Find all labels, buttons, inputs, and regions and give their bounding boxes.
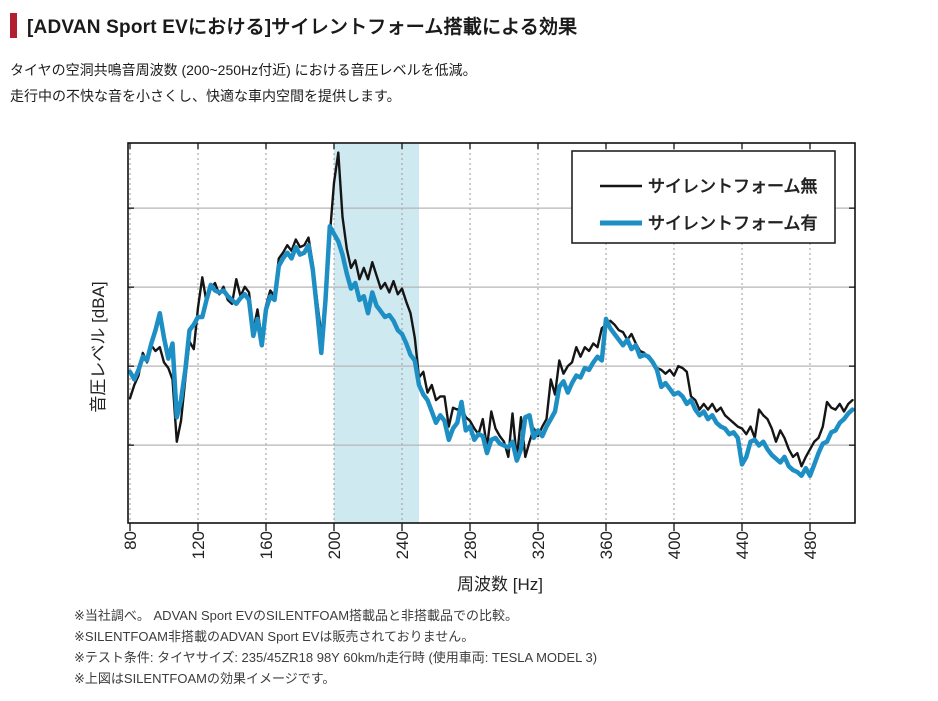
legend-entry-label: サイレントフォーム無	[648, 176, 818, 196]
legend-entry-label: サイレントフォーム有	[648, 213, 818, 233]
x-tick-label: 120	[189, 531, 208, 559]
footnote-3: ※テスト条件: タイヤサイズ: 235/45ZR18 98Y 60km/h走行時…	[74, 650, 598, 665]
title-accent-bar	[10, 13, 17, 38]
series-line-with-silentfoam	[128, 224, 855, 479]
footnote-4: ※上図はSILENTFOAMの効果イメージです。	[74, 671, 336, 686]
footnote-2: ※SILENTFOAM非搭載のADVAN Sport EVは販売されておりません…	[74, 629, 475, 644]
x-tick-label: 400	[665, 531, 684, 559]
resonance-highlight-band	[334, 144, 419, 523]
x-tick-label: 160	[257, 531, 276, 559]
series-group	[128, 151, 855, 479]
footnote-1: ※当社調べ。 ADVAN Sport EVのSILENTFOAM搭載品と非搭載品…	[74, 608, 519, 623]
x-tick-label: 360	[597, 531, 616, 559]
x-tick-label: 200	[325, 531, 344, 559]
x-tick-label: 240	[393, 531, 412, 559]
x-tick-label: 440	[733, 531, 752, 559]
page-header: [ADVAN Sport EVにおける]サイレントフォーム搭載による効果	[10, 12, 577, 39]
x-tick-label: 280	[461, 531, 480, 559]
page-title: [ADVAN Sport EVにおける]サイレントフォーム搭載による効果	[27, 17, 578, 38]
intro-line-1: タイヤの空洞共鳴音周波数 (200~250Hz付近) における音圧レベルを低減。	[10, 62, 477, 78]
intro-line-2: 走行中の不快な音を小さくし、快適な車内空間を提供します。	[10, 88, 401, 104]
x-tick-label: 320	[529, 531, 548, 559]
x-tick-label: 480	[801, 531, 820, 559]
y-axis-label: 音圧レベル [dBA]	[89, 281, 108, 412]
x-axis-label: 周波数 [Hz]	[457, 575, 543, 594]
legend-box	[571, 150, 836, 244]
plot-frame	[127, 142, 856, 524]
x-tick-label: 80	[121, 531, 140, 550]
